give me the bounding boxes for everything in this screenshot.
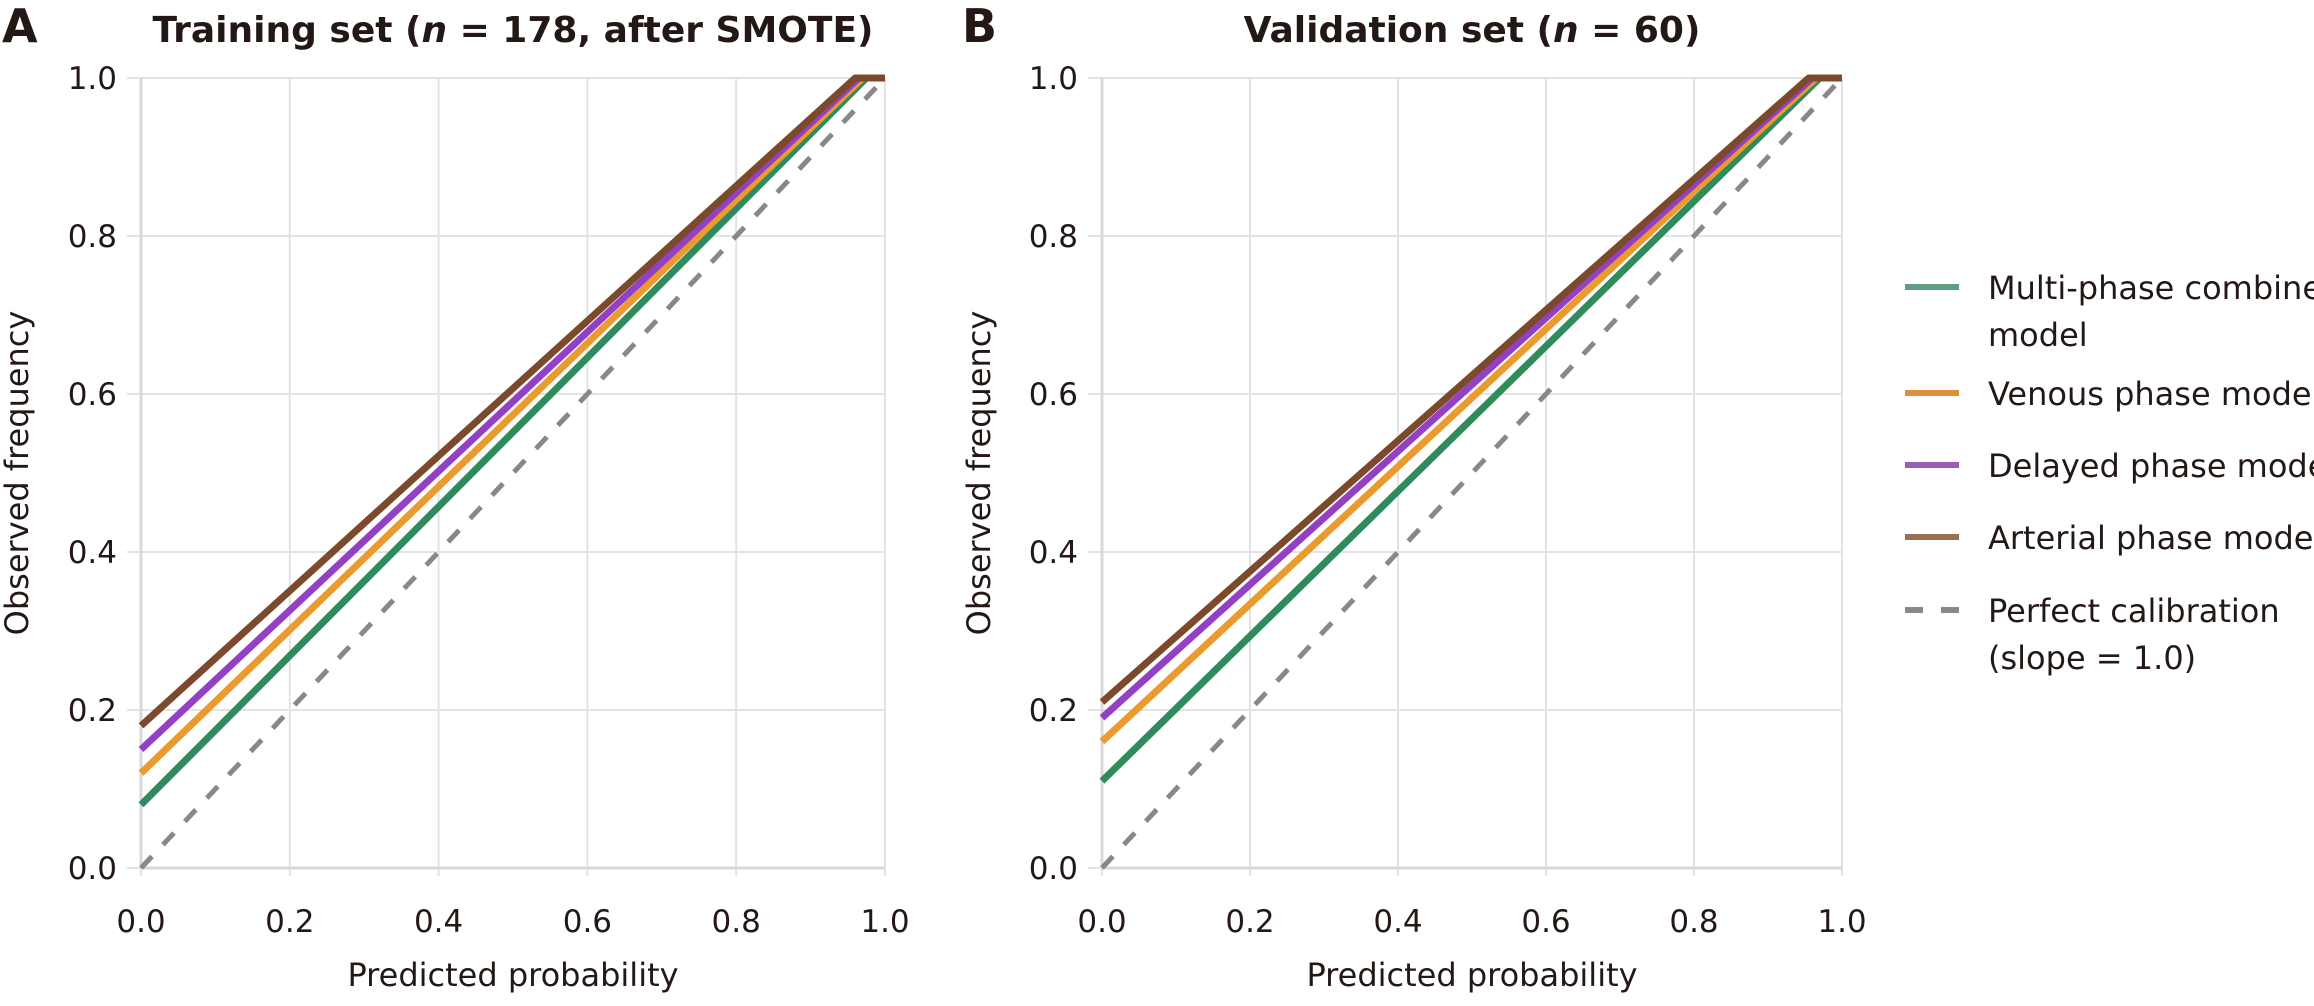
x-axis-label: Predicted probability <box>1306 956 1637 994</box>
x-tick-label: 1.0 <box>1817 904 1866 940</box>
x-tick-label: 0.2 <box>1225 904 1274 940</box>
x-tick-label: 0.2 <box>265 904 314 940</box>
legend-label: model <box>1988 316 2088 354</box>
y-axis-label: Observed frequency <box>0 311 36 636</box>
x-tick-label: 0.6 <box>1521 904 1570 940</box>
panel-a: A Training set (n = 178, after SMOTE) 0.0 0… <box>0 0 910 994</box>
legend-label: Multi-phase combined <box>1988 269 2314 307</box>
title-part: = 60) <box>1579 10 1701 51</box>
y-tick-label: 0.8 <box>68 219 117 255</box>
legend-item: Delayed phase model <box>1905 447 2314 485</box>
x-tick-label: 1.0 <box>860 904 909 940</box>
legend: Multi-phase combined model Venous phase mo… <box>1905 269 2314 677</box>
legend-label: Delayed phase model <box>1988 447 2314 485</box>
x-tick-label: 0.0 <box>1077 904 1126 940</box>
y-tick-label: 0.2 <box>68 693 117 729</box>
y-tick-label: 0.0 <box>68 851 117 887</box>
y-tick-label: 0.0 <box>1029 851 1078 887</box>
series-line-perfect-calibration-slope-1-0 <box>139 76 887 870</box>
legend-item: Arterial phase model <box>1905 519 2314 557</box>
series-line-arterial-phase-model <box>1099 74 1842 705</box>
y-tick-label: 0.8 <box>1029 219 1078 255</box>
y-axis-label: Observed frequency <box>960 311 998 636</box>
panel-label: A <box>2 0 38 53</box>
x-tick-label: 0.8 <box>712 904 761 940</box>
title-part: n <box>1553 10 1579 51</box>
y-tick-label: 0.6 <box>1029 377 1078 413</box>
panel-label: B <box>962 0 997 53</box>
x-tick-label: 0.6 <box>563 904 612 940</box>
x-tick-label: 0.4 <box>1373 904 1422 940</box>
chart-title: Validation set (n = 60) <box>1244 10 1701 51</box>
x-tick-label: 0.8 <box>1669 904 1718 940</box>
y-tick-label: 1.0 <box>1029 61 1078 97</box>
legend-label: Perfect calibration <box>1988 592 2280 630</box>
series-line-arterial-phase-model <box>138 74 885 729</box>
title-part: Validation set ( <box>1244 10 1553 51</box>
x-axis-label: Predicted probability <box>347 956 678 994</box>
legend-label: (slope = 1.0) <box>1988 639 2196 677</box>
series-line-venous-phase-model <box>138 74 885 776</box>
y-tick-label: 1.0 <box>68 61 117 97</box>
legend-item: Perfect calibration (slope = 1.0) <box>1905 592 2280 677</box>
panel-b: B Validation set (n = 60) 0.0 0.2 0.4 0.6 0.8 1… <box>960 0 1867 994</box>
legend-label: Arterial phase model <box>1988 519 2314 557</box>
y-tick-label: 0.4 <box>68 535 117 571</box>
series-line-multi-phase-combined-model <box>1099 74 1842 784</box>
series-line-venous-phase-model <box>1099 74 1842 745</box>
chart-title: Training set (n = 178, after SMOTE) <box>153 10 874 51</box>
title-part: Training set ( <box>153 10 422 51</box>
y-tick-label: 0.4 <box>1029 535 1078 571</box>
y-tick-label: 0.6 <box>68 377 117 413</box>
series-line-multi-phase-combined-model <box>138 74 885 808</box>
title-part: n <box>421 10 447 51</box>
series-line-perfect-calibration-slope-1-0 <box>1100 76 1844 870</box>
x-tick-label: 0.0 <box>116 904 165 940</box>
y-tick-label: 0.2 <box>1029 693 1078 729</box>
legend-item: Venous phase model <box>1905 375 2314 413</box>
title-part: = 178, after SMOTE) <box>447 10 873 51</box>
x-tick-label: 0.4 <box>414 904 463 940</box>
legend-label: Venous phase model <box>1988 375 2314 413</box>
legend-item: Multi-phase combined model <box>1905 269 2314 354</box>
